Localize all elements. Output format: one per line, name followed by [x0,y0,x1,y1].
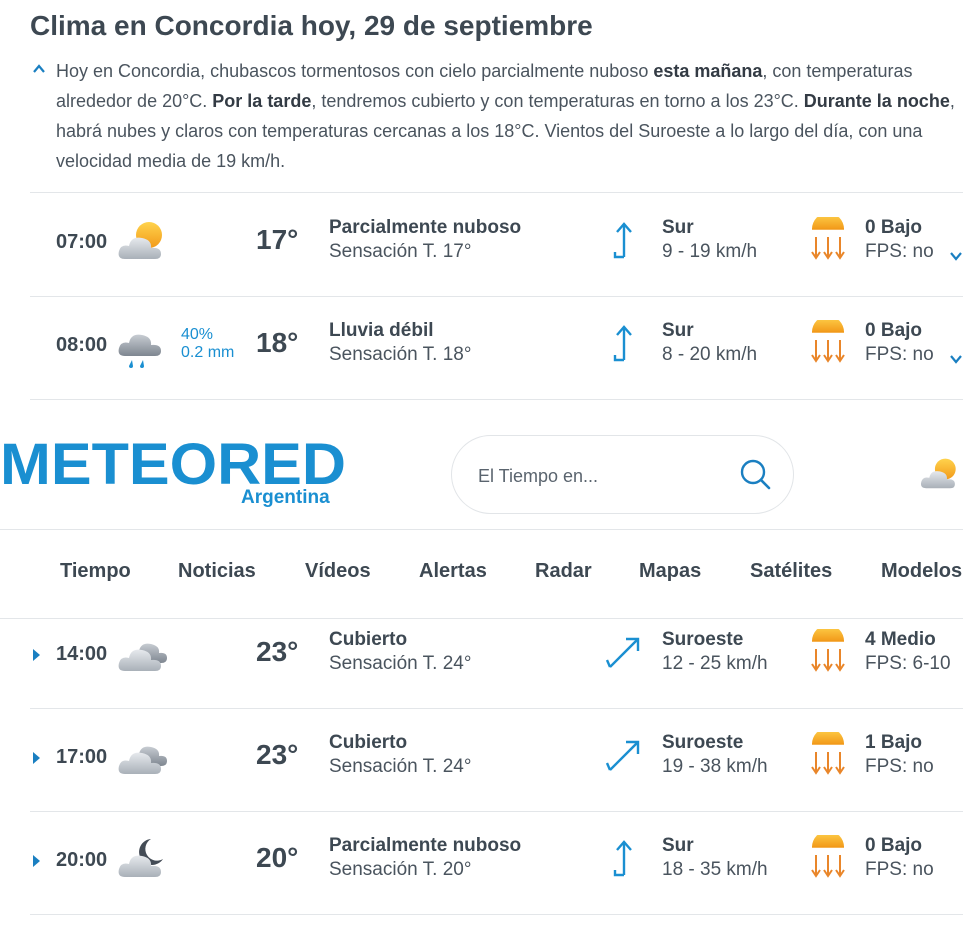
nav-item-noticias[interactable]: Noticias [178,560,256,582]
expand-triangle-icon[interactable] [33,855,40,867]
expand-triangle-icon[interactable] [33,649,40,661]
sun-cloud-icon [118,222,162,259]
logo-country: Argentina [241,487,330,508]
uv-index: 1 Bajo [865,732,923,753]
wind-direction-arrow-icon [613,325,632,362]
condition-text: Parcialmente nuboso [329,835,522,856]
wind-direction: Sur [662,320,694,341]
expand-triangle-icon[interactable] [33,752,40,764]
wind-direction: Sur [662,217,694,238]
nav-item-alertas[interactable]: Alertas [419,560,487,582]
hourly-row[interactable]: 20:00 20° Parcialmente nuboso Sensación T. … [0,811,963,914]
temperature: 23° [256,739,299,770]
hourly-row[interactable]: 08:00 40% 0.2 mm 18° Lluvia débil Sensación T… [0,296,963,399]
chevron-down-icon[interactable] [949,352,963,366]
nav-item-satelites[interactable]: Satélites [750,560,833,582]
divider [30,914,963,915]
wind-speed: 8 - 20 km/h [662,344,758,365]
condition-text: Cubierto [329,732,408,753]
condition-text: Lluvia débil [329,320,434,341]
wind-direction-arrow-icon [613,222,632,259]
hour-label: 17:00 [56,746,108,768]
divider [30,811,963,812]
sunscreen-fps: FPS: no [865,344,934,365]
uv-sun-icon [811,320,845,363]
wind-direction: Suroeste [662,732,744,753]
main-nav: Tiempo Noticias Vídeos Alertas Radar Map… [0,529,963,619]
hourly-row[interactable]: 14:00 23° Cubierto Sensación T. 24° Suroeste… [0,605,963,708]
cloud-icon [118,643,167,671]
temperature: 23° [256,636,299,667]
temperature: 17° [256,224,299,255]
hour-label: 14:00 [56,643,108,665]
wind-direction-arrow-icon [613,840,632,877]
summary-text: Hoy en Concordia, chubascos tormentosos … [56,61,955,171]
cloud-icon [118,746,167,774]
temperature: 18° [256,327,299,358]
feels-like: Sensación T. 17° [329,241,472,262]
condition-text: Cubierto [329,629,408,650]
nav-item-tiempo[interactable]: Tiempo [60,560,131,582]
feels-like: Sensación T. 18° [329,344,472,365]
hour-label: 08:00 [56,334,108,356]
search-input[interactable] [476,462,730,490]
feels-like: Sensación T. 24° [329,653,472,674]
uv-index: 4 Medio [865,629,936,650]
sunscreen-fps: FPS: no [865,859,934,880]
hour-label: 07:00 [56,231,108,253]
sunscreen-fps: FPS: no [865,756,934,777]
uv-sun-icon [811,732,845,775]
nav-item-radar[interactable]: Radar [535,560,592,582]
sunscreen-fps: FPS: no [865,241,934,262]
sunscreen-fps: FPS: 6-10 [865,653,951,674]
search-box[interactable] [451,435,794,514]
uv-index: 0 Bajo [865,217,923,238]
hour-label: 20:00 [56,849,108,871]
nav-item-videos[interactable]: Vídeos [305,560,371,582]
feels-like: Sensación T. 20° [329,859,472,880]
nav-item-modelos[interactable]: Modelos [881,560,963,582]
wind-direction: Sur [662,835,694,856]
divider [30,708,963,709]
uv-sun-icon [811,835,845,878]
nav-item-mapas[interactable]: Mapas [639,560,702,582]
uv-index: 0 Bajo [865,320,923,341]
chevron-down-icon[interactable] [949,249,963,263]
rain-cloud-icon [118,334,161,368]
uv-sun-icon [811,629,845,672]
temperature: 20° [256,842,299,873]
svg-text:METEORED: METEORED [0,436,346,492]
wind-direction-arrow-icon [605,637,640,668]
wind-direction: Suroeste [662,629,744,650]
meteored-logo[interactable]: METEORED [0,436,348,492]
wind-speed: 19 - 38 km/h [662,756,768,777]
uv-index: 0 Bajo [865,835,923,856]
hourly-row[interactable]: 07:00 17° Parcialmente nuboso Sensación T. … [0,193,963,296]
wind-direction-arrow-icon [605,740,640,771]
divider [30,399,963,400]
condition-text: Parcialmente nuboso [329,217,522,238]
collapse-chevron-icon[interactable] [32,62,46,76]
uv-sun-icon [811,217,845,260]
moon-cloud-icon [118,839,163,877]
site-header: METEORED Argentina [0,400,963,529]
current-weather-sun-cloud-icon[interactable] [918,453,963,493]
wind-speed: 12 - 25 km/h [662,653,768,674]
divider [30,296,963,297]
divider [30,192,963,193]
search-icon[interactable] [738,457,774,493]
wind-speed: 18 - 35 km/h [662,859,768,880]
wind-speed: 9 - 19 km/h [662,241,758,262]
page-title: Clima en Concordia hoy, 29 de septiembre [30,10,593,41]
hourly-row[interactable]: 17:00 23° Cubierto Sensación T. 24° Suroeste… [0,708,963,811]
precipitation: 40% 0.2 mm [181,326,235,361]
feels-like: Sensación T. 24° [329,756,472,777]
